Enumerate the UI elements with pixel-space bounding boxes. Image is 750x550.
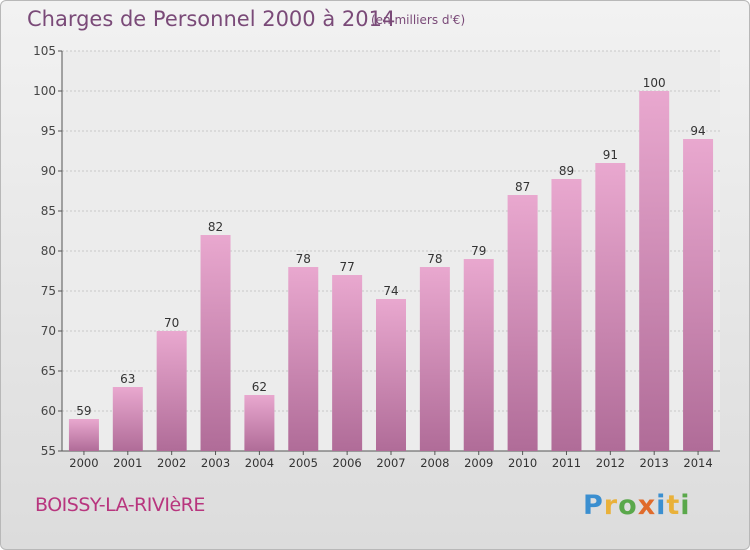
x-tick-label: 2005 (289, 456, 318, 470)
data-label: 62 (252, 380, 267, 394)
x-tick-label: 2010 (508, 456, 537, 470)
data-label: 94 (690, 124, 705, 138)
bar (683, 139, 714, 451)
x-tick-label: 2013 (640, 456, 669, 470)
data-label: 79 (471, 244, 486, 258)
bar (507, 195, 538, 451)
x-tick-label: 2009 (464, 456, 493, 470)
bar (376, 299, 406, 451)
chart-subtitle: (en milliers d'€) (371, 13, 466, 27)
y-tick-label: 55 (41, 444, 56, 458)
x-tick-label: 2002 (157, 456, 186, 470)
proxiti-logo: Proxiti (583, 490, 691, 521)
data-label: 82 (208, 220, 223, 234)
x-tick-label: 2006 (332, 456, 361, 470)
data-label: 78 (427, 252, 442, 266)
bar (463, 259, 494, 451)
y-tick-label: 60 (41, 404, 56, 418)
x-tick-label: 2000 (69, 456, 98, 470)
y-tick-label: 85 (41, 204, 56, 218)
y-tick-label: 90 (41, 164, 56, 178)
bar (288, 267, 319, 451)
x-tick-label: 2014 (683, 456, 712, 470)
data-label: 89 (559, 164, 574, 178)
data-label: 100 (643, 76, 666, 90)
x-tick-label: 2003 (201, 456, 230, 470)
data-label: 70 (164, 316, 179, 330)
x-tick-label: 2011 (552, 456, 581, 470)
bar (639, 91, 670, 451)
y-tick-label: 100 (33, 84, 56, 98)
bar (551, 179, 582, 451)
data-label: 63 (120, 372, 135, 386)
data-label: 77 (339, 260, 354, 274)
data-label: 91 (603, 148, 618, 162)
bar (68, 419, 99, 451)
data-label: 59 (76, 404, 91, 418)
bar (156, 331, 187, 451)
x-tick-label: 2008 (420, 456, 449, 470)
y-tick-label: 80 (41, 244, 56, 258)
data-label: 87 (515, 180, 530, 194)
y-tick-label: 70 (41, 324, 56, 338)
x-tick-label: 2007 (376, 456, 405, 470)
bar (244, 395, 275, 451)
data-label: 74 (383, 284, 398, 298)
city-name: BOISSY-LA-RIVIèRE (35, 494, 205, 516)
bar (112, 387, 143, 451)
x-tick-label: 2004 (245, 456, 274, 470)
y-tick-label: 105 (33, 44, 56, 58)
bar (419, 267, 450, 451)
bar (595, 163, 626, 451)
data-label: 78 (296, 252, 311, 266)
y-tick-label: 75 (41, 284, 56, 298)
y-tick-label: 95 (41, 124, 56, 138)
bar (332, 275, 363, 451)
chart-title: Charges de Personnel 2000 à 2014 (27, 7, 396, 31)
bar (200, 235, 231, 451)
x-tick-label: 2012 (596, 456, 625, 470)
y-tick-label: 65 (41, 364, 56, 378)
x-tick-label: 2001 (113, 456, 142, 470)
